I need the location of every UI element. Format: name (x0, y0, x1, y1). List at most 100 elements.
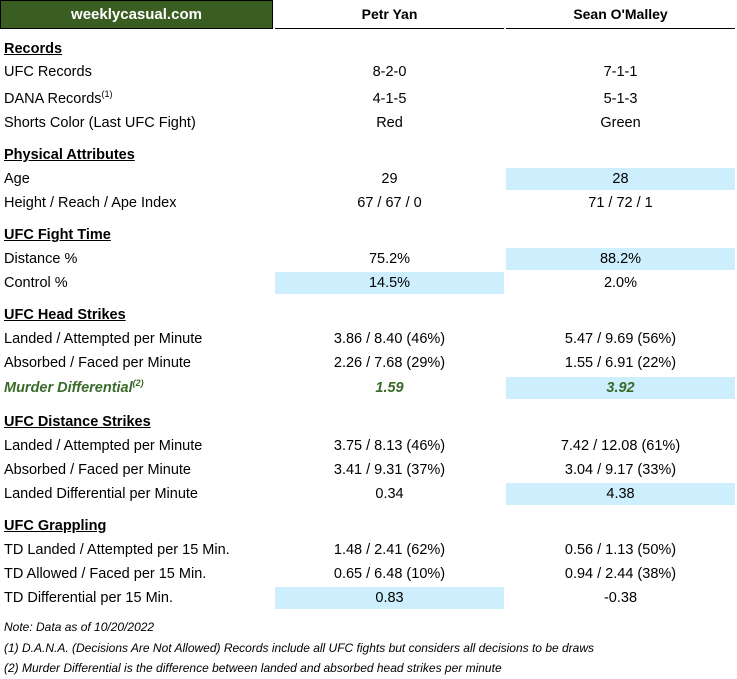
petr-yan-value: 4-1-5 (372, 91, 407, 107)
row-label-text: TD Differential per 15 Min. (4, 590, 173, 606)
table-row: Absorbed / Faced per Minute 3.41 / 9.31 (… (0, 458, 737, 482)
petr-yan-value: 1.48 / 2.41 (62%) (333, 542, 446, 558)
row-label-text: TD Landed / Attempted per 15 Min. (4, 542, 230, 558)
row-label: Absorbed / Faced per Minute (4, 351, 191, 375)
omalley-value: 5-1-3 (603, 91, 638, 107)
petr-yan-value: 3.41 / 9.31 (37%) (333, 462, 446, 478)
section-header: Records (0, 37, 737, 61)
petr-yan-value: 2.26 / 7.68 (29%) (333, 355, 446, 371)
note-date: Note: Data as of 10/20/2022 (4, 620, 155, 634)
row-label: Landed / Attempted per Minute (4, 434, 202, 458)
omalley-value: 7-1-1 (603, 64, 638, 80)
row-label: Age (4, 167, 30, 191)
row-label: Landed / Attempted per Minute (4, 327, 202, 351)
omalley-value: 3.04 / 9.17 (33%) (564, 462, 677, 478)
omalley-value: 4.38 (506, 483, 735, 505)
omalley-value: 88.2% (506, 248, 735, 270)
table-row: Age 29 28 (0, 167, 737, 191)
omalley-value: Green (600, 115, 641, 131)
row-label-text: Height / Reach / Ape Index (4, 195, 177, 211)
table-row: TD Differential per 15 Min. 0.83 -0.38 (0, 586, 737, 610)
site-brand: weeklycasual.com (0, 0, 273, 29)
petr-yan-value: 3.86 / 8.40 (46%) (333, 331, 446, 347)
omalley-value: 2.0% (603, 275, 638, 291)
petr-yan-value: 0.65 / 6.48 (10%) (333, 566, 446, 582)
row-label-text: Physical Attributes (4, 147, 135, 163)
omalley-value: 0.56 / 1.13 (50%) (564, 542, 677, 558)
row-label: TD Allowed / Faced per 15 Min. (4, 562, 206, 586)
omalley-value: 1.55 / 6.91 (22%) (564, 355, 677, 371)
section-title: Physical Attributes (4, 143, 135, 167)
row-label: Shorts Color (Last UFC Fight) (4, 111, 196, 135)
petr-yan-value: 67 / 67 / 0 (357, 195, 422, 211)
row-label: DANA Records(1) (4, 87, 113, 111)
petr-yan-value: 14.5% (275, 272, 504, 294)
table-row: Height / Reach / Ape Index 67 / 67 / 0 71 … (0, 191, 737, 215)
row-label: TD Landed / Attempted per 15 Min. (4, 538, 230, 562)
row-label: UFC Records (4, 60, 92, 84)
row-label-text: UFC Distance Strikes (4, 414, 151, 430)
row-label-text: Shorts Color (Last UFC Fight) (4, 115, 196, 131)
row-label-text: Landed / Attempted per Minute (4, 438, 203, 454)
section-header: UFC Fight Time (0, 223, 737, 247)
section-header: UFC Head Strikes (0, 303, 737, 327)
row-label-text: DANA Records (4, 91, 102, 107)
omalley-value: 28 (506, 168, 735, 190)
omalley-value: 3.92 (506, 377, 735, 399)
omalley-value: 71 / 72 / 1 (588, 195, 653, 211)
table-row: TD Landed / Attempted per 15 Min. 1.48 / … (0, 538, 737, 562)
row-label: TD Differential per 15 Min. (4, 586, 173, 610)
note-dana: (1) D.A.N.A. (Decisions Are Not Allowed)… (4, 641, 595, 655)
petr-yan-value: 0.34 (375, 486, 404, 502)
row-label-text: Records (4, 41, 63, 57)
omalley-value: -0.38 (603, 590, 638, 606)
note-murder: (2) Murder Differential is the differenc… (4, 661, 502, 675)
table-row: Shorts Color (Last UFC Fight) Red Green (0, 111, 737, 135)
row-label-text: UFC Grappling (4, 518, 107, 534)
row-label-text: Landed Differential per Minute (4, 486, 198, 502)
row-label-text: UFC Fight Time (4, 227, 111, 243)
table-row: TD Allowed / Faced per 15 Min. 0.65 / 6.4… (0, 562, 737, 586)
row-label: Murder Differential(2) (4, 376, 144, 400)
petr-yan-value: 1.59 (375, 380, 404, 396)
section-title: UFC Fight Time (4, 223, 111, 247)
row-label-text: Murder Differential (4, 380, 133, 396)
row-label-text: Distance % (4, 251, 78, 267)
row-label: Control % (4, 271, 68, 295)
omalley-value: 0.94 / 2.44 (38%) (564, 566, 677, 582)
row-label-text: TD Allowed / Faced per 15 Min. (4, 566, 207, 582)
table-row: Landed / Attempted per Minute 3.75 / 8.13… (0, 434, 737, 458)
row-label-text: Absorbed / Faced per Minute (4, 462, 191, 478)
row-label-text: Absorbed / Faced per Minute (4, 355, 191, 371)
omalley-value: 5.47 / 9.69 (56%) (564, 331, 677, 347)
row-label-text: UFC Head Strikes (4, 307, 126, 323)
table-row: Distance % 75.2% 88.2% (0, 247, 737, 271)
row-label-text: Landed / Attempted per Minute (4, 331, 203, 347)
section-title: UFC Grappling (4, 514, 106, 538)
petr-yan-value: 0.83 (275, 587, 504, 609)
fighter-1-header: Petr Yan (275, 0, 504, 29)
petr-yan-value: Red (376, 115, 403, 131)
row-label-text: Control % (4, 275, 68, 291)
petr-yan-value: 3.75 / 8.13 (46%) (333, 438, 446, 454)
row-label-text: UFC Records (4, 64, 92, 80)
fighter-2-header: Sean O'Malley (506, 0, 735, 29)
section-header: UFC Distance Strikes (0, 410, 737, 434)
table-row: UFC Records 8-2-0 7-1-1 (0, 60, 737, 84)
row-label-text: Age (4, 171, 30, 187)
row-label: Distance % (4, 247, 77, 271)
section-title: UFC Head Strikes (4, 303, 126, 327)
row-label: Landed Differential per Minute (4, 482, 198, 506)
section-header: UFC Grappling (0, 514, 737, 538)
table-row: Control % 14.5% 2.0% (0, 271, 737, 295)
section-title: Records (4, 37, 62, 61)
table-row: Landed / Attempted per Minute 3.86 / 8.40… (0, 327, 737, 351)
table-row: DANA Records(1) 4-1-5 5-1-3 (0, 87, 737, 111)
row-label: Absorbed / Faced per Minute (4, 458, 191, 482)
row-label: Height / Reach / Ape Index (4, 191, 177, 215)
omalley-value: 7.42 / 12.08 (61%) (560, 438, 681, 454)
table-row: Murder Differential(2) 1.59 3.92 (0, 376, 737, 400)
petr-yan-value: 75.2% (368, 251, 411, 267)
petr-yan-value: 29 (381, 171, 398, 187)
section-title: UFC Distance Strikes (4, 410, 151, 434)
